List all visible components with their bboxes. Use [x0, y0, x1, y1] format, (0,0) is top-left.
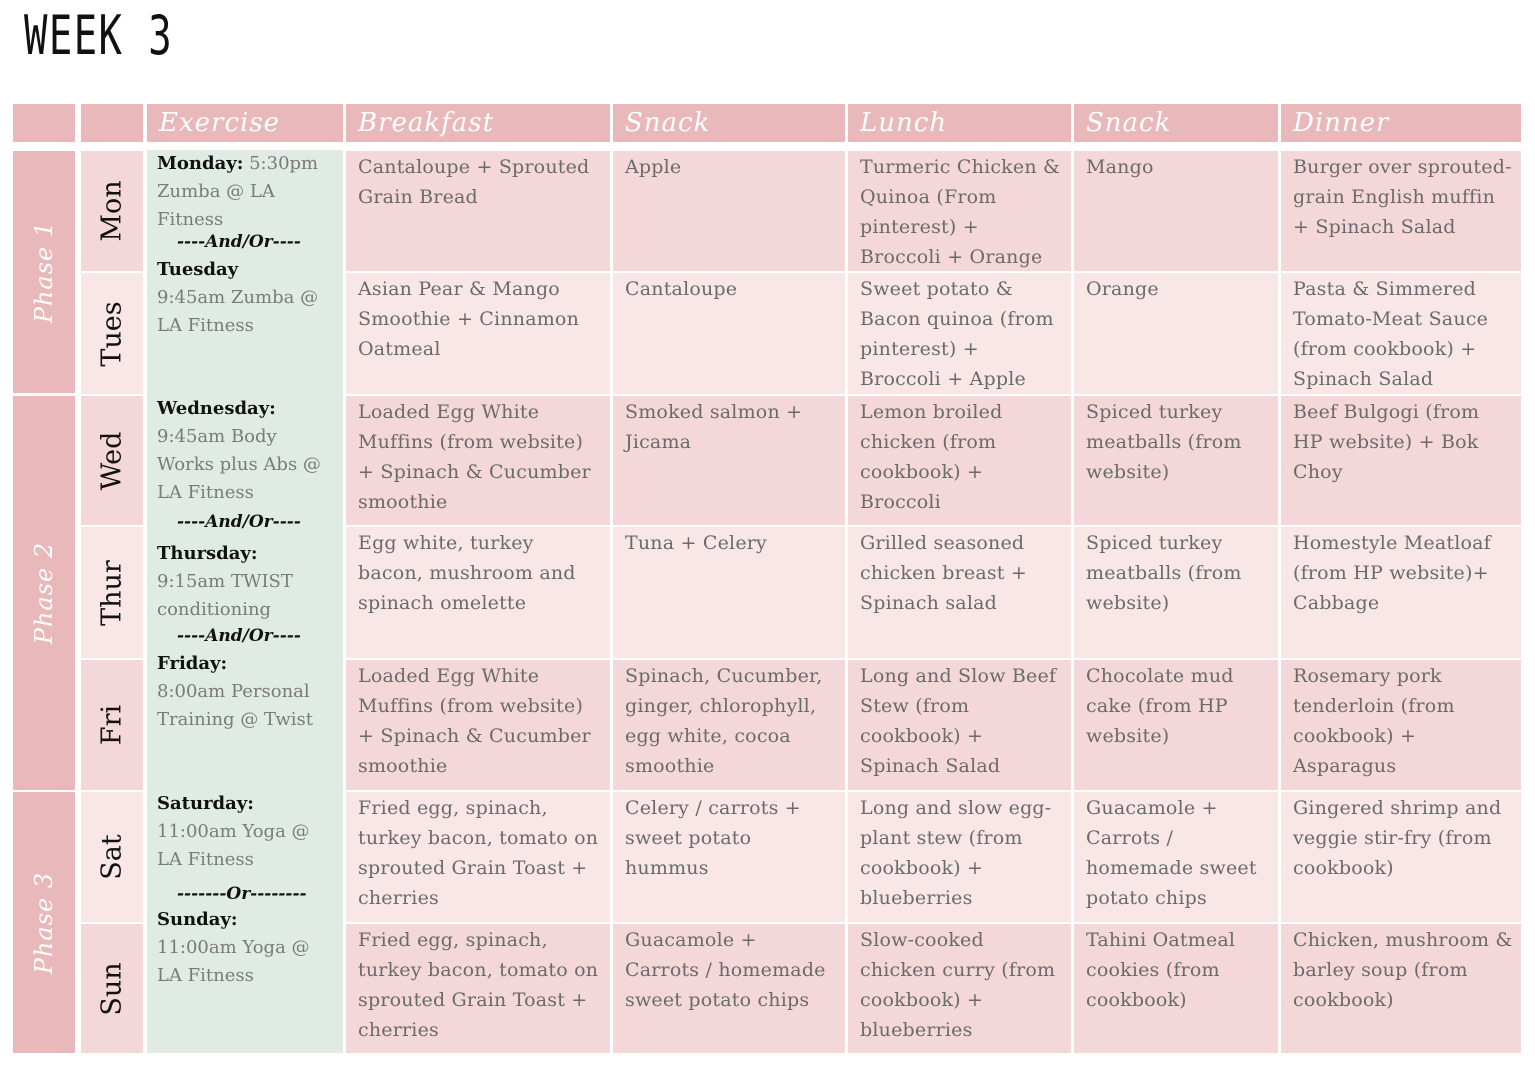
day-text: Sun — [96, 961, 128, 1016]
meal-cell-mon-snack-1: Apple — [613, 151, 845, 271]
meal-cell-mon-dinner: Burger over sprouted-grain English muffi… — [1281, 151, 1521, 271]
exercise-day: Saturday: — [157, 793, 254, 814]
phase-text: Phase 2 — [30, 541, 58, 645]
exercise-day: Tuesday — [157, 259, 239, 280]
phase-text: Phase 3 — [30, 871, 58, 974]
exercise-detail: 11:00am Yoga @ LA Fitness — [157, 937, 310, 986]
meal-cell-sun-breakfast: Fried egg, spinach, turkey bacon, tomato… — [346, 924, 610, 1053]
day-text: Thur — [96, 559, 128, 626]
header-snack-1: Snack — [613, 104, 845, 142]
meal-cell-wed-snack-2: Spiced turkey meatballs (from website) — [1074, 396, 1278, 525]
meal-cell-sat-snack-1: Celery / carrots + sweet potato hummus — [613, 792, 845, 922]
day-label-thur: Thur — [81, 527, 143, 658]
header-blank-phase — [13, 104, 75, 142]
exercise-entry: Monday: 5:30pm Zumba @ LA Fitness — [157, 150, 339, 234]
exercise-detail: 9:45am Body Works plus Abs @ LA Fitness — [157, 426, 321, 503]
meal-cell-tues-snack-2: Orange — [1074, 273, 1278, 394]
header-breakfast: Breakfast — [346, 104, 610, 142]
exercise-detail: 11:00am Yoga @ LA Fitness — [157, 821, 310, 870]
day-label-fri: Fri — [81, 660, 143, 790]
page-title: WEEK 3 — [24, 4, 174, 67]
meal-cell-fri-breakfast: Loaded Egg White Muffins (from website) … — [346, 660, 610, 790]
meal-cell-sat-snack-2: Guacamole + Carrots / homemade sweet pot… — [1074, 792, 1278, 922]
exercise-entry: Tuesday 9:45am Zumba @ LA Fitness — [157, 256, 339, 340]
meal-cell-thur-lunch: Grilled seasoned chicken breast + Spinac… — [848, 527, 1071, 658]
meal-cell-thur-snack-2: Spiced turkey meatballs (from website) — [1074, 527, 1278, 658]
exercise-detail: 9:15am TWIST conditioning — [157, 571, 293, 620]
meal-cell-mon-breakfast: Cantaloupe + Sprouted Grain Bread — [346, 151, 610, 271]
exercise-day: Sunday: — [157, 909, 238, 930]
meal-cell-wed-dinner: Beef Bulgogi (from HP website) + Bok Cho… — [1281, 396, 1521, 525]
day-label-sat: Sat — [81, 792, 143, 922]
meal-cell-sun-dinner: Chicken, mushroom & barley soup (from co… — [1281, 924, 1521, 1053]
phase-label-2: Phase 2 — [13, 396, 75, 790]
exercise-entry: Friday: 8:00am Personal Training @ Twist — [157, 650, 339, 734]
meal-cell-tues-lunch: Sweet potato & Bacon quinoa (from pinter… — [848, 273, 1071, 394]
exercise-entry: Wednesday: 9:45am Body Works plus Abs @ L… — [157, 395, 339, 507]
header-snack-2: Snack — [1074, 104, 1278, 142]
meal-cell-tues-dinner: Pasta & Simmered Tomato-Meat Sauce (from… — [1281, 273, 1521, 394]
day-label-sun: Sun — [81, 924, 143, 1053]
exercise-day: Monday: — [157, 153, 244, 174]
meal-cell-sun-snack-2: Tahini Oatmeal cookies (from cookbook) — [1074, 924, 1278, 1053]
header-lunch: Lunch — [848, 104, 1071, 142]
meal-cell-mon-snack-2: Mango — [1074, 151, 1278, 271]
meal-cell-tues-breakfast: Asian Pear & Mango Smoothie + Cinnamon O… — [346, 273, 610, 394]
exercise-separator: ----And/Or---- — [177, 626, 301, 646]
meal-cell-fri-snack-1: Spinach, Cucumber, ginger, chlorophyll, … — [613, 660, 845, 790]
meal-cell-thur-breakfast: Egg white, turkey bacon, mushroom and sp… — [346, 527, 610, 658]
phase-label-1: Phase 1 — [13, 151, 75, 393]
phase-label-3: Phase 3 — [13, 792, 75, 1053]
meal-cell-wed-breakfast: Loaded Egg White Muffins (from website) … — [346, 396, 610, 525]
day-text: Sat — [96, 834, 128, 880]
exercise-separator: ----And/Or---- — [177, 232, 301, 252]
meal-cell-thur-dinner: Homestyle Meatloaf (from HP website)+ Ca… — [1281, 527, 1521, 658]
exercise-day: Wednesday: — [157, 398, 276, 419]
meal-cell-thur-snack-1: Tuna + Celery — [613, 527, 845, 658]
day-label-wed: Wed — [81, 396, 143, 525]
meal-cell-sun-snack-1: Guacamole + Carrots / homemade sweet pot… — [613, 924, 845, 1053]
phase-text: Phase 1 — [30, 220, 58, 324]
exercise-detail: 5:30pm Zumba @ LA Fitness — [157, 153, 319, 230]
meal-cell-mon-lunch: Turmeric Chicken & Quinoa (From pinteres… — [848, 151, 1071, 271]
header-dinner: Dinner — [1281, 104, 1521, 142]
meal-cell-wed-snack-1: Smoked salmon + Jicama — [613, 396, 845, 525]
day-text: Mon — [96, 180, 128, 242]
exercise-day: Friday: — [157, 653, 228, 674]
day-label-tues: Tues — [81, 273, 143, 394]
day-label-mon: Mon — [81, 151, 143, 271]
day-text: Tues — [96, 300, 128, 367]
meal-cell-wed-lunch: Lemon broiled chicken (from cookbook) + … — [848, 396, 1071, 525]
exercise-column: Monday: 5:30pm Zumba @ LA Fitness ----And… — [147, 150, 343, 1053]
meal-cell-sat-lunch: Long and slow egg-plant stew (from cookb… — [848, 792, 1071, 922]
exercise-entry: Saturday: 11:00am Yoga @ LA Fitness — [157, 790, 339, 874]
exercise-detail: 8:00am Personal Training @ Twist — [157, 681, 314, 730]
meal-cell-sun-lunch: Slow-cooked chicken curry (from cookbook… — [848, 924, 1071, 1053]
header-exercise: Exercise — [147, 104, 343, 142]
day-text: Fri — [96, 704, 128, 746]
exercise-entry: Thursday: 9:15am TWIST conditioning — [157, 540, 339, 624]
exercise-entry: Sunday: 11:00am Yoga @ LA Fitness — [157, 906, 339, 990]
meal-cell-tues-snack-1: Cantaloupe — [613, 273, 845, 394]
exercise-separator: -------Or-------- — [177, 884, 307, 904]
exercise-day: Thursday: — [157, 543, 258, 564]
meal-cell-sat-dinner: Gingered shrimp and veggie stir-fry (fro… — [1281, 792, 1521, 922]
meal-cell-sat-breakfast: Fried egg, spinach, turkey bacon, tomato… — [346, 792, 610, 922]
header-blank-day — [81, 104, 143, 142]
meal-cell-fri-dinner: Rosemary pork tenderloin (from cookbook)… — [1281, 660, 1521, 790]
meal-cell-fri-lunch: Long and Slow Beef Stew (from cookbook) … — [848, 660, 1071, 790]
exercise-detail: 9:45am Zumba @ LA Fitness — [157, 287, 319, 336]
day-text: Wed — [96, 431, 128, 490]
meal-cell-fri-snack-2: Chocolate mud cake (from HP website) — [1074, 660, 1278, 790]
exercise-separator: ----And/Or---- — [177, 512, 301, 532]
